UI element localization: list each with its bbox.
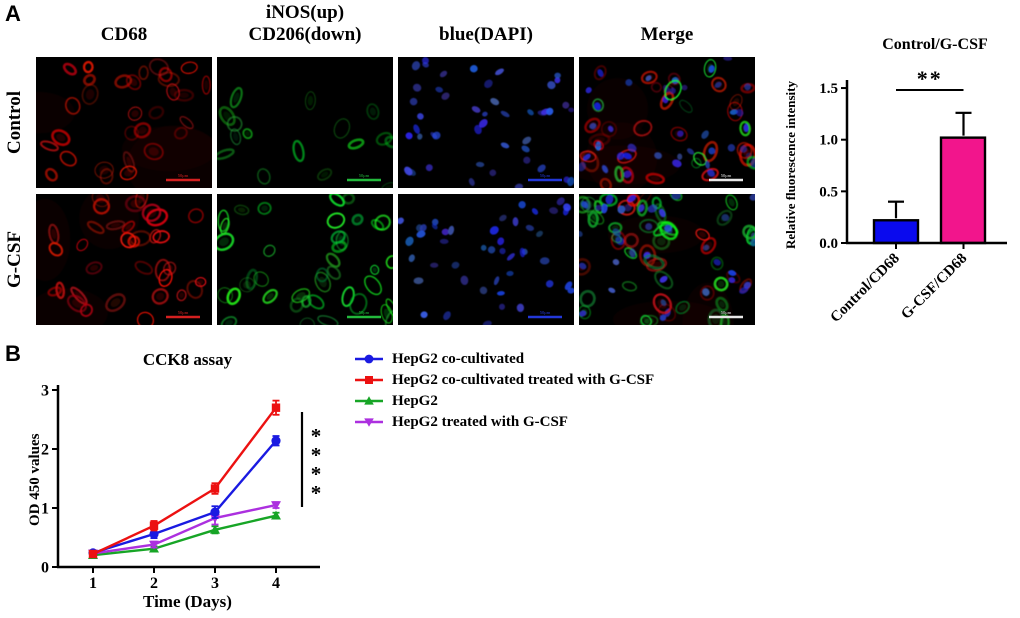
svg-text:Control/CD68: Control/CD68 [827, 251, 902, 326]
svg-text:50μm: 50μm [178, 173, 189, 178]
svg-text:0.5: 0.5 [819, 184, 838, 200]
svg-text:4: 4 [272, 575, 280, 592]
column-header-inos-cd206: iNOS(up) CD206(down) [248, 2, 362, 45]
svg-text:50μm: 50μm [178, 310, 189, 315]
micrograph-gcsf-inos-cd206: 50μm [217, 194, 393, 325]
svg-text:2: 2 [41, 442, 49, 459]
svg-text:1: 1 [89, 575, 97, 592]
legend-marker-square [354, 373, 384, 387]
bar-chart-title: Control/G-CSF [882, 36, 988, 53]
svg-text:0.0: 0.0 [819, 236, 838, 252]
micrograph-gcsf-dapi: 50μm [398, 194, 574, 325]
panel-a-label: A [5, 1, 21, 26]
svg-text:2: 2 [150, 575, 158, 592]
line-chart-x-axis-label: Time (Days) [143, 592, 232, 611]
row-label-gcsf: G-CSF [4, 231, 25, 288]
svg-text:*: * [311, 462, 322, 486]
svg-text:1: 1 [41, 501, 49, 518]
legend-item-hepg2-co-cultivated-gcsf: HepG2 co-cultivated treated with G-CSF [354, 371, 654, 389]
svg-text:50μm: 50μm [721, 173, 732, 178]
micrograph-control-merge: 50μm [579, 57, 755, 188]
svg-text:50μm: 50μm [359, 310, 370, 315]
svg-text:*: * [311, 443, 322, 467]
svg-text:50μm: 50μm [540, 310, 551, 315]
svg-text:*: * [311, 481, 322, 505]
svg-text:50μm: 50μm [540, 173, 551, 178]
micrograph-gcsf-merge: 50μm [579, 194, 755, 325]
svg-text:1.0: 1.0 [819, 133, 838, 149]
legend-marker-triangle-up [354, 394, 384, 408]
legend-label: HepG2 treated with G-CSF [392, 413, 568, 430]
svg-text:0: 0 [41, 560, 49, 577]
legend-item-hepg2-gcsf: HepG2 treated with G-CSF [354, 413, 654, 431]
svg-text:G-CSF/CD68: G-CSF/CD68 [898, 251, 970, 323]
svg-text:3: 3 [41, 383, 49, 400]
panel-b-label: B [5, 341, 21, 366]
svg-text:**: ** [917, 66, 943, 91]
legend-marker-triangle-down [354, 415, 384, 429]
legend-label: HepG2 co-cultivated [392, 350, 525, 367]
column-header-dapi: blue(DAPI) [439, 24, 533, 45]
line-chart-title: CCK8 assay [142, 350, 233, 369]
micrograph-control-cd68: 50μm [36, 57, 212, 188]
legend-label: HepG2 co-cultivated treated with G-CSF [392, 371, 655, 388]
legend-marker-circle [354, 352, 384, 366]
svg-text:1.5: 1.5 [819, 81, 838, 97]
legend-item-hepg2: HepG2 [354, 392, 654, 410]
svg-text:50μm: 50μm [359, 173, 370, 178]
svg-text:*: * [311, 424, 322, 448]
column-header-cd68: CD68 [100, 24, 148, 45]
legend-item-hepg2-co-cultivated: HepG2 co-cultivated [354, 350, 654, 368]
legend-label: HepG2 [392, 392, 438, 409]
svg-text:3: 3 [211, 575, 219, 592]
micrograph-gcsf-cd68: 50μm [36, 194, 212, 325]
line-chart-legend: HepG2 co-cultivated HepG2 co-cultivated … [354, 350, 654, 431]
svg-text:50μm: 50μm [721, 310, 732, 315]
column-header-merge: Merge [640, 24, 694, 45]
micrograph-control-dapi: 50μm [398, 57, 574, 188]
micrograph-control-inos-cd206: 50μm [217, 57, 393, 188]
row-label-control: Control [4, 91, 25, 154]
